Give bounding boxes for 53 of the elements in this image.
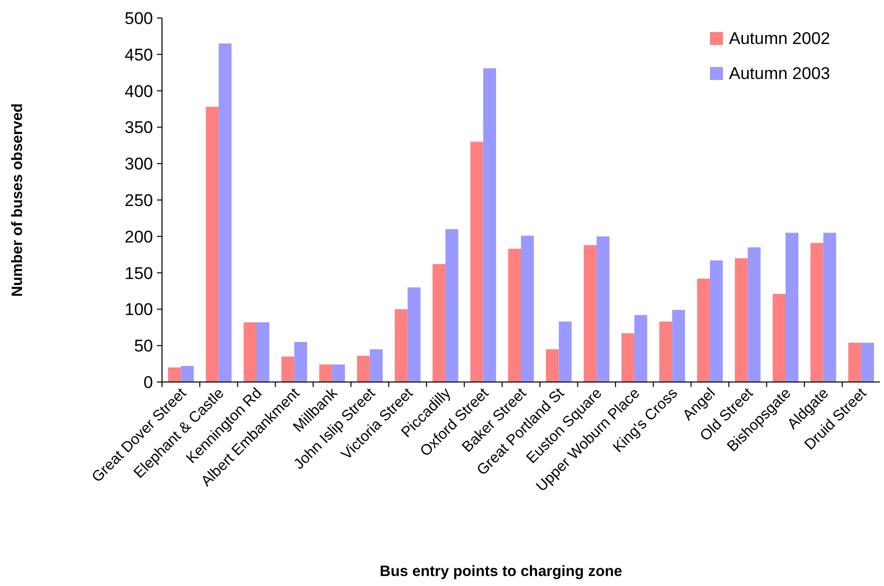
bar xyxy=(659,322,672,382)
bar xyxy=(772,294,786,382)
y-tick-label: 50 xyxy=(134,336,153,356)
bar xyxy=(697,278,710,382)
bar xyxy=(810,242,824,382)
y-axis-title: Number of buses observed xyxy=(9,103,26,297)
bar xyxy=(394,309,408,382)
bar xyxy=(584,245,597,382)
bar xyxy=(281,356,294,382)
y-tick-label: 150 xyxy=(124,264,153,283)
legend-label: Autumn 2003 xyxy=(729,64,830,83)
bar xyxy=(634,315,648,382)
bar xyxy=(861,342,874,382)
y-tick-label: 200 xyxy=(124,227,153,246)
bar xyxy=(370,349,383,382)
y-tick-label: 300 xyxy=(124,154,153,174)
bar xyxy=(596,236,610,382)
bar xyxy=(508,248,521,382)
bar xyxy=(432,264,446,382)
bar xyxy=(483,68,496,382)
bar xyxy=(244,322,256,382)
bar xyxy=(332,364,345,382)
bar xyxy=(786,232,798,382)
legend-label: Autumn 2002 xyxy=(729,28,830,48)
bar xyxy=(734,258,748,382)
bar xyxy=(206,106,219,382)
bar xyxy=(521,236,534,382)
y-tick-label: 350 xyxy=(124,118,153,138)
bar xyxy=(622,333,634,382)
y-tick-label: 250 xyxy=(124,190,153,210)
bar xyxy=(848,342,862,382)
bar xyxy=(823,232,836,382)
y-tick-label: 450 xyxy=(124,45,153,64)
bar xyxy=(546,349,559,382)
bar xyxy=(256,322,270,382)
bar xyxy=(672,310,686,382)
bar xyxy=(470,142,484,382)
bar xyxy=(218,43,232,382)
bar xyxy=(319,364,332,382)
y-tick-label: 100 xyxy=(124,300,153,320)
x-axis-title: Bus entry points to charging zone xyxy=(380,563,622,580)
bar xyxy=(180,366,194,382)
bar xyxy=(558,322,572,382)
y-tick-label: 0 xyxy=(144,372,153,392)
bar xyxy=(748,247,761,382)
y-tick-label: 400 xyxy=(124,82,153,101)
bar xyxy=(294,342,308,382)
bar xyxy=(710,260,723,382)
bar xyxy=(356,356,370,382)
bar xyxy=(408,287,420,382)
y-tick-label: 500 xyxy=(124,8,153,28)
bar xyxy=(168,367,181,382)
bar xyxy=(445,229,458,382)
